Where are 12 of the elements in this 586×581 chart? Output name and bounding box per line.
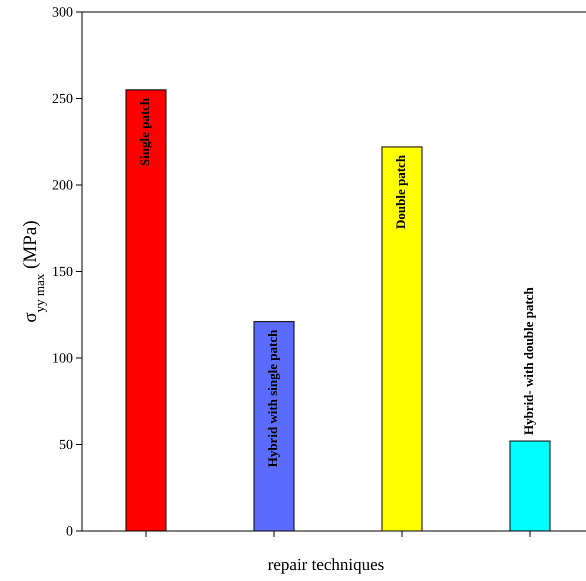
y-tick-label: 100 xyxy=(52,351,73,366)
y-tick-label: 200 xyxy=(52,178,73,194)
x-axis-title: repair techniques xyxy=(268,555,384,574)
y-tick-label: 250 xyxy=(52,92,73,107)
y-tick-label: 0 xyxy=(66,524,73,540)
x-tick-label: Double patch xyxy=(392,154,408,229)
x-tick-label: Hybrid- with double patch xyxy=(520,286,536,436)
x-tick-label: Single patch xyxy=(136,97,152,166)
x-tick-label: Hybrid with single patch xyxy=(264,328,280,468)
y-tick-label: 150 xyxy=(52,264,73,280)
y-tick-label: 50 xyxy=(59,438,73,453)
y-tick-label: 300 xyxy=(52,5,73,20)
